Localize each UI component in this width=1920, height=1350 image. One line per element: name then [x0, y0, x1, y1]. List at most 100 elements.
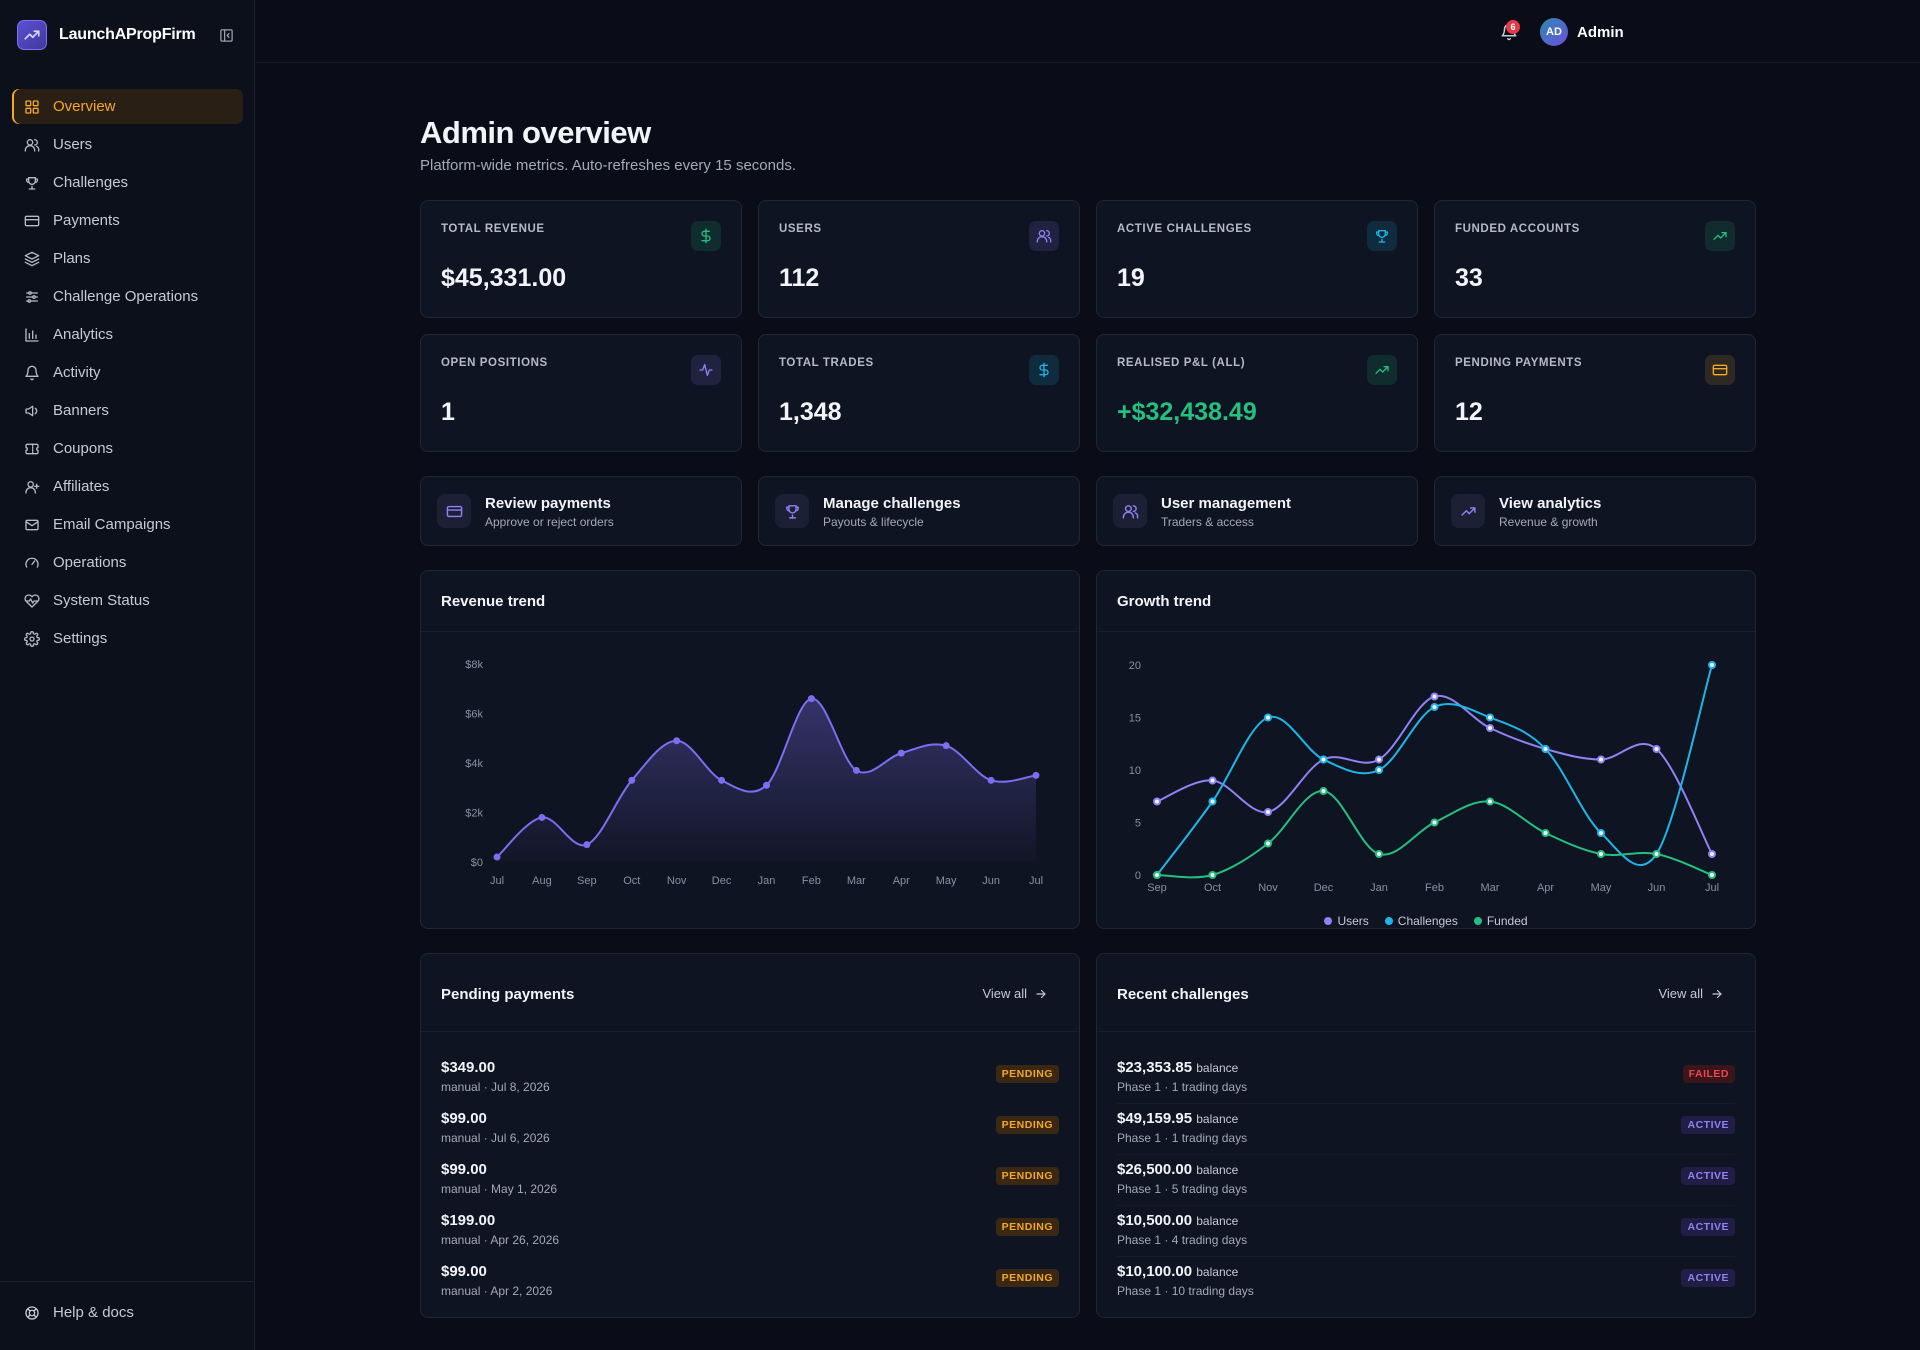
sidebar-item-banners[interactable]: Banners [12, 393, 243, 428]
funded-point [1708, 871, 1716, 879]
pending-view-all-link[interactable]: View all [982, 986, 1047, 1001]
status-badge: PENDING [995, 1218, 1059, 1236]
sidebar-item-overview[interactable]: Overview [12, 89, 243, 124]
revenue-trend-title: Revenue trend [441, 593, 546, 610]
row-meta: Phase 1 · 1 trading days [1117, 1131, 1248, 1145]
sidebar-item-affiliates[interactable]: Affiliates [12, 469, 243, 504]
challenges-point [1541, 745, 1550, 753]
stat-label: OPEN POSITIONS [441, 357, 548, 369]
review-payments-button[interactable]: Review payments Approve or reject orders [420, 476, 742, 546]
y-tick-label: 15 [1129, 713, 1141, 725]
revenue-trend-panel: Revenue trend $0 $2k $4k $6k $8k Jul Aug Sep Oct… [420, 570, 1080, 929]
sidebar-item-system-status[interactable]: System Status [12, 583, 243, 618]
action-title: Manage challenges [823, 495, 961, 512]
sidebar-item-challenges[interactable]: Challenges [12, 165, 243, 200]
stat-card-total-revenue: TOTAL REVENUE $45,331.00 [420, 200, 742, 318]
page-subtitle: Platform-wide metrics. Auto-refreshes ev… [420, 157, 796, 174]
row-meta: manual · Jul 6, 2026 [441, 1131, 550, 1145]
y-tick-label: $8k [465, 659, 483, 671]
sidebar-item-coupons[interactable]: Coupons [12, 431, 243, 466]
users-point [1652, 745, 1661, 753]
sidebar-item-challenge-operations[interactable]: Challenge Operations [12, 279, 243, 314]
sidebar-item-activity[interactable]: Activity [12, 355, 243, 390]
stat-card-active-challenges: ACTIVE CHALLENGES 19 [1096, 200, 1418, 318]
y-tick-label: 5 [1135, 818, 1141, 830]
x-tick-label: Mar [847, 875, 866, 887]
list-item[interactable]: $99.00 manual · Jul 6, 2026 PENDING [441, 1110, 1059, 1161]
divider [421, 631, 1079, 632]
list-item[interactable]: $99.00 manual · May 1, 2026 PENDING [441, 1161, 1059, 1212]
sidebar-item-analytics[interactable]: Analytics [12, 317, 243, 352]
row-divider [1117, 1256, 1735, 1257]
balance-word: balance [1196, 1061, 1239, 1075]
stat-value: 19 [1117, 264, 1145, 292]
list-item[interactable]: $199.00 manual · Apr 26, 2026 PENDING [441, 1212, 1059, 1263]
list-item[interactable]: $49,159.95 balance Phase 1 · 1 trading da… [1117, 1110, 1735, 1161]
help-docs-link[interactable]: Help & docs [0, 1281, 255, 1321]
growth-trend-panel: Growth trend 0 5 10 15 20 Sep Oct Nov Dec Jan Feb M… [1096, 570, 1756, 929]
users-icon [1036, 230, 1052, 243]
stat-value: +$32,438.49 [1117, 398, 1257, 426]
balance-word: balance [1196, 1112, 1239, 1126]
sidebar-item-label: Banners [53, 402, 109, 419]
arrow-right-icon [1712, 989, 1722, 998]
stat-card-users: USERS 112 [758, 200, 1080, 318]
status-badge: ACTIVE [1681, 1167, 1735, 1185]
list-item[interactable]: $99.00 manual · Apr 2, 2026 PENDING [441, 1263, 1059, 1314]
challenges-view-all-link[interactable]: View all [1658, 986, 1723, 1001]
amount-value: $99.00 [441, 1263, 487, 1280]
list-item[interactable]: $10,500.00 balance Phase 1 · 4 trading da… [1117, 1212, 1735, 1263]
action-title: View analytics [1499, 495, 1602, 512]
trophy-icon [785, 504, 799, 519]
mail-icon [25, 519, 39, 530]
y-tick-label: $4k [465, 758, 483, 770]
x-tick-label: Jan [758, 875, 776, 887]
action-icon-badge [437, 494, 471, 528]
legend-label: Funded [1486, 914, 1528, 928]
pending-payments-title: Pending payments [441, 986, 575, 1003]
status-badge: ACTIVE [1681, 1218, 1735, 1236]
status-badge: ACTIVE [1681, 1269, 1735, 1287]
action-subtitle: Approve or reject orders [485, 515, 614, 529]
stat-value: 1,348 [779, 398, 842, 426]
funded-line [1156, 789, 1713, 879]
funded-point [1319, 787, 1328, 795]
status-badge: PENDING [995, 1167, 1059, 1185]
layers-icon [24, 251, 40, 266]
sidebar-item-users[interactable]: Users [12, 127, 243, 162]
trending-up-icon [1713, 232, 1727, 240]
sidebar-item-label: Users [53, 136, 93, 153]
brand[interactable]: LaunchAPropFirm [17, 20, 196, 50]
y-tick-label: 20 [1129, 660, 1141, 672]
sidebar-item-plans[interactable]: Plans [12, 241, 243, 276]
row-amount: $199.00 [441, 1212, 495, 1229]
view-analytics-button[interactable]: View analytics Revenue & growth [1434, 476, 1756, 546]
sidebar-item-operations[interactable]: Operations [12, 545, 243, 580]
sidebar-item-settings[interactable]: Settings [12, 621, 243, 656]
manage-challenges-button[interactable]: Manage challenges Payouts & lifecycle [758, 476, 1080, 546]
stat-icon-badge [1705, 221, 1735, 251]
users-point [1375, 755, 1383, 764]
balance-word: balance [1196, 1265, 1239, 1279]
amount-value: $99.00 [441, 1110, 487, 1127]
stat-label: TOTAL TRADES [779, 357, 874, 369]
list-item[interactable]: $10,100.00 balance Phase 1 · 10 trading d… [1117, 1263, 1735, 1314]
stat-label: USERS [779, 223, 822, 235]
sidebar-item-payments[interactable]: Payments [12, 203, 243, 238]
legend-dot [1384, 917, 1393, 925]
x-tick-label: Feb [1425, 882, 1444, 894]
sidebar-item-email-campaigns[interactable]: Email Campaigns [12, 507, 243, 542]
funded-point [1208, 871, 1217, 879]
legend-dot [1324, 917, 1333, 925]
stat-label: FUNDED ACCOUNTS [1455, 223, 1580, 235]
trophy-icon [1376, 230, 1388, 243]
user-menu[interactable]: AD Admin [1540, 18, 1624, 46]
revenue-point [897, 749, 905, 757]
user-management-button[interactable]: User management Traders & access [1096, 476, 1418, 546]
list-item[interactable]: $349.00 manual · Jul 8, 2026 PENDING [441, 1059, 1059, 1110]
list-item[interactable]: $26,500.00 balance Phase 1 · 5 trading da… [1117, 1161, 1735, 1212]
row-meta: manual · Jul 8, 2026 [441, 1080, 550, 1094]
list-item[interactable]: $23,353.85 balance Phase 1 · 1 trading da… [1117, 1059, 1735, 1110]
stat-icon-badge [1367, 355, 1397, 385]
sidebar-collapse-icon[interactable] [218, 27, 234, 43]
